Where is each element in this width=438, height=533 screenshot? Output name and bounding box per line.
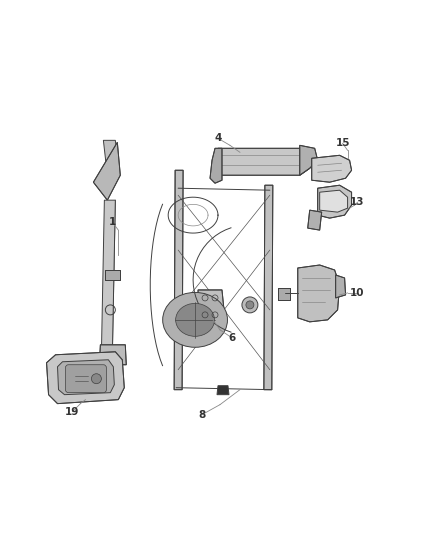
Text: 6: 6 [228, 333, 236, 343]
Polygon shape [300, 146, 318, 175]
Text: 1: 1 [109, 217, 116, 227]
Polygon shape [217, 386, 229, 394]
Polygon shape [99, 345, 126, 365]
Polygon shape [298, 265, 339, 322]
Polygon shape [264, 185, 273, 390]
Text: 13: 13 [350, 197, 365, 207]
Polygon shape [312, 155, 352, 182]
Polygon shape [101, 200, 115, 355]
FancyBboxPatch shape [66, 365, 106, 393]
Text: 4: 4 [214, 133, 222, 143]
Ellipse shape [162, 293, 227, 348]
Polygon shape [308, 210, 321, 230]
Polygon shape [57, 360, 114, 394]
Polygon shape [106, 270, 120, 280]
Circle shape [92, 374, 101, 384]
Text: 19: 19 [65, 407, 80, 417]
Text: 15: 15 [336, 139, 350, 148]
Polygon shape [336, 275, 346, 298]
Ellipse shape [176, 303, 215, 336]
Polygon shape [318, 185, 352, 218]
Polygon shape [46, 352, 124, 403]
Polygon shape [93, 142, 120, 200]
Text: 10: 10 [350, 288, 365, 298]
Polygon shape [320, 190, 348, 212]
Text: 8: 8 [198, 410, 206, 419]
Polygon shape [210, 148, 222, 183]
Polygon shape [103, 140, 119, 175]
Polygon shape [278, 288, 290, 300]
Polygon shape [174, 170, 183, 390]
Polygon shape [198, 290, 224, 325]
Circle shape [242, 297, 258, 313]
Polygon shape [215, 148, 310, 175]
Circle shape [246, 301, 254, 309]
